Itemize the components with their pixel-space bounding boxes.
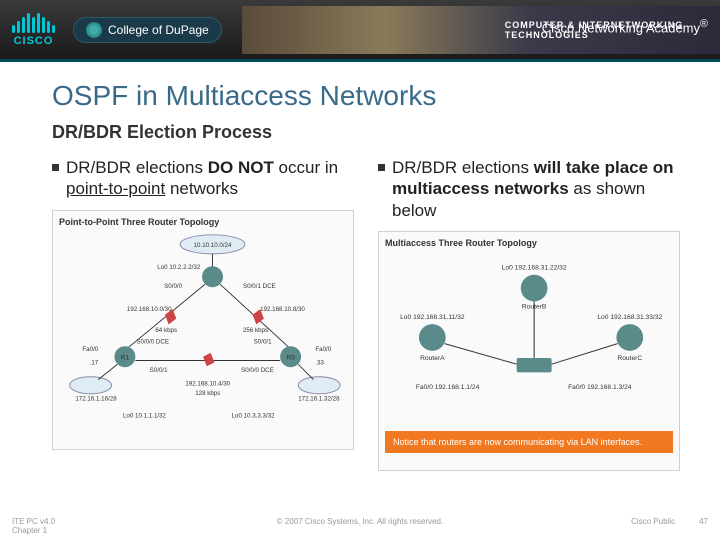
svg-text:Lo0 192.168.31.33/32: Lo0 192.168.31.33/32 (597, 314, 662, 321)
svg-text:.17: .17 (90, 359, 99, 366)
notice-bar: Notice that routers are now communicatin… (385, 431, 673, 453)
svg-text:S0/0/0 DCE: S0/0/0 DCE (241, 366, 274, 373)
svg-text:Lo0 10.1.1.1/32: Lo0 10.1.1.1/32 (123, 412, 167, 419)
svg-text:172.16.1.16/28: 172.16.1.16/28 (75, 395, 117, 402)
slide-title: OSPF in Multiaccess Networks (52, 80, 680, 112)
svg-text:Lo0 192.168.31.11/32: Lo0 192.168.31.11/32 (400, 314, 465, 321)
svg-text:S0/0/1: S0/0/1 (150, 366, 168, 373)
svg-text:64 kbps: 64 kbps (155, 326, 177, 333)
svg-text:256 kbps: 256 kbps (243, 326, 268, 333)
svg-text:R3: R3 (286, 354, 295, 361)
college-label: College of DuPage (108, 23, 209, 37)
columns: DR/BDR elections DO NOT occur in point-t… (52, 157, 680, 471)
svg-text:S0/0/0: S0/0/0 (164, 283, 182, 290)
slide-subtitle: DR/BDR Election Process (52, 122, 680, 143)
academy-label: Cisco Networking Academy® (542, 18, 708, 35)
svg-text:.33: .33 (315, 359, 324, 366)
svg-text:Fa0/0: Fa0/0 (82, 346, 98, 353)
diagram-right-title: Multiaccess Three Router Topology (385, 238, 673, 248)
svg-text:Lo0 192.168.31.22/32: Lo0 192.168.31.22/32 (502, 264, 567, 271)
svg-text:192.168.10.8/30: 192.168.10.8/30 (260, 306, 305, 313)
svg-text:S0/0/1: S0/0/1 (254, 338, 272, 345)
svg-text:192.168.10.0/30: 192.168.10.0/30 (127, 306, 172, 313)
diagram-point-to-point: Point-to-Point Three Router Topology 10.… (52, 210, 354, 450)
footer-right: Cisco Public 47 (631, 517, 708, 536)
svg-text:Lo0 10.2.2.2/32: Lo0 10.2.2.2/32 (157, 264, 201, 271)
diagram-left-title: Point-to-Point Three Router Topology (59, 217, 347, 227)
svg-text:192.168.10.4/30: 192.168.10.4/30 (185, 380, 230, 387)
svg-text:Fa0/0 192.168.1.3/24: Fa0/0 192.168.1.3/24 (568, 384, 632, 391)
bullet-left: DR/BDR elections DO NOT occur in point-t… (52, 157, 354, 200)
svg-text:Fa0/0 192.168.1.1/24: Fa0/0 192.168.1.1/24 (416, 384, 480, 391)
svg-text:128 kbps: 128 kbps (195, 389, 220, 396)
svg-text:S0/0/0 DCE: S0/0/0 DCE (136, 338, 169, 345)
column-left: DR/BDR elections DO NOT occur in point-t… (52, 157, 354, 471)
footer: ITE PC v4.0 Chapter 1 © 2007 Cisco Syste… (0, 517, 720, 536)
svg-text:Fa0/0: Fa0/0 (315, 346, 331, 353)
slide-content: OSPF in Multiaccess Networks DR/BDR Elec… (0, 62, 720, 471)
diagram-multiaccess: Multiaccess Three Router Topology Lo0 19… (378, 231, 680, 471)
college-badge: College of DuPage (73, 17, 222, 43)
cisco-text: CISCO (14, 35, 54, 47)
header-band: CISCO College of DuPage COMPUTER & INTER… (0, 0, 720, 62)
svg-text:RouterC: RouterC (617, 355, 642, 362)
bullet-right: DR/BDR elections will take place on mult… (378, 157, 680, 221)
svg-text:RouterA: RouterA (420, 355, 445, 362)
ma-topology-svg: Lo0 192.168.31.22/32 RouterB Lo0 192.168… (385, 252, 673, 427)
svg-text:S0/0/1 DCE: S0/0/1 DCE (243, 283, 276, 290)
svg-text:Lo0 10.3.3.3/32: Lo0 10.3.3.3/32 (232, 412, 276, 419)
svg-text:R1: R1 (121, 354, 130, 361)
column-right: DR/BDR elections will take place on mult… (378, 157, 680, 471)
ptp-topology-svg: 10.10.10.0/24 Lo0 10.2.2.2/32 S0/0/0 S0/… (59, 231, 347, 431)
footer-left: ITE PC v4.0 Chapter 1 (12, 517, 55, 536)
globe-icon (86, 22, 102, 38)
svg-text:10.10.10.0/24: 10.10.10.0/24 (194, 242, 232, 249)
cisco-logo: CISCO (12, 13, 55, 47)
footer-center: © 2007 Cisco Systems, Inc. All rights re… (277, 517, 443, 526)
svg-text:172.16.1.32/28: 172.16.1.32/28 (298, 395, 340, 402)
cisco-bars-icon (12, 13, 55, 33)
